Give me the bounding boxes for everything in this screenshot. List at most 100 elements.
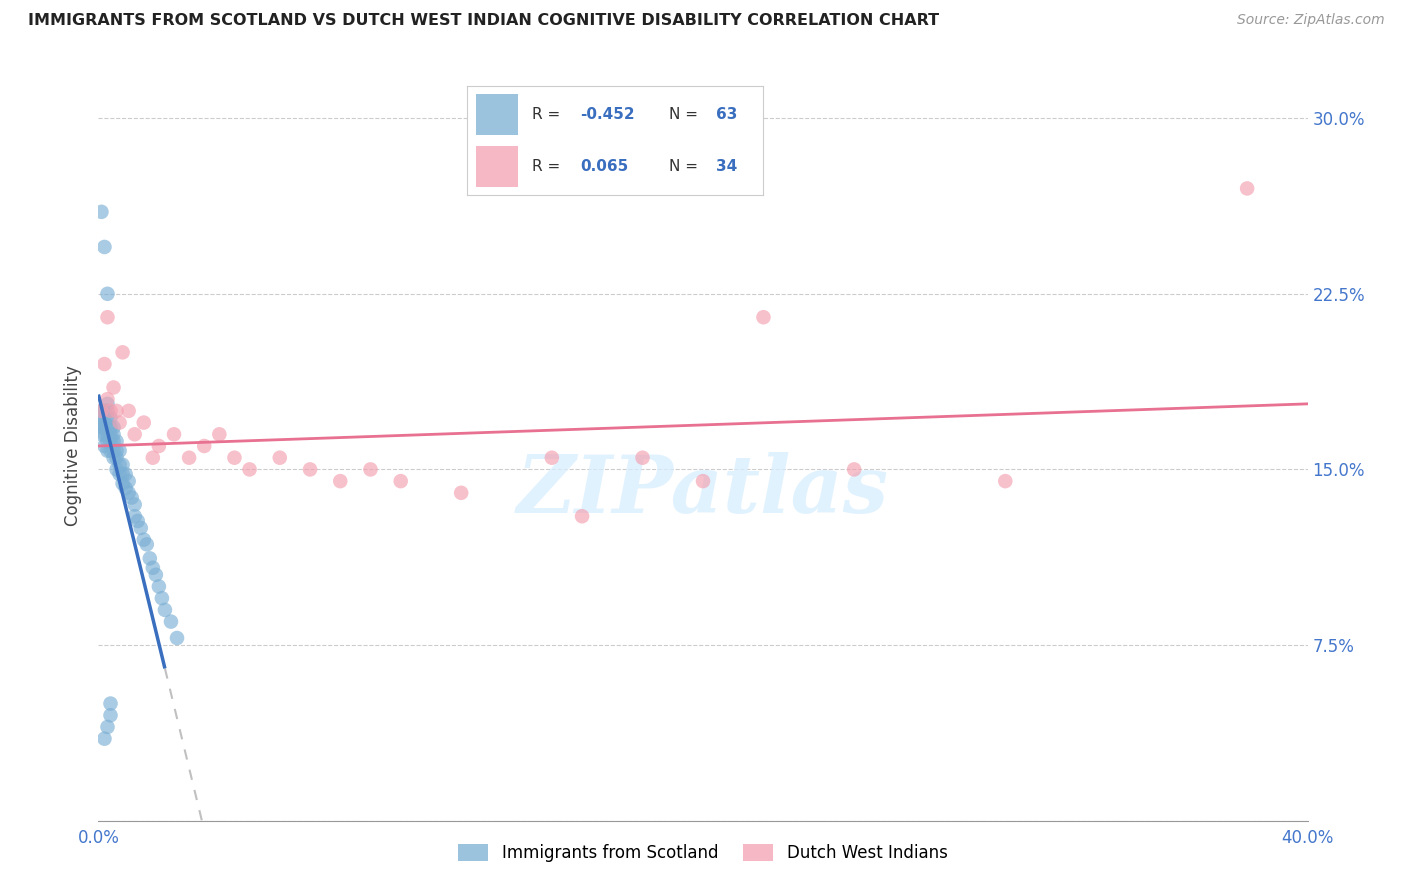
- Point: [129, 521, 152, 535]
- Point: [224, 450, 246, 465]
- Point: [692, 474, 714, 488]
- Point: [389, 474, 412, 488]
- Point: [96, 286, 118, 301]
- Point: [994, 474, 1017, 488]
- Point: [108, 416, 131, 430]
- Point: [150, 591, 173, 606]
- Point: [142, 450, 165, 465]
- Point: [100, 708, 122, 723]
- Point: [108, 443, 131, 458]
- Point: [103, 380, 125, 394]
- Point: [103, 427, 125, 442]
- Point: [96, 434, 118, 449]
- Point: [114, 481, 136, 495]
- Point: [93, 404, 115, 418]
- Point: [631, 450, 654, 465]
- Point: [100, 404, 122, 418]
- Point: [153, 603, 176, 617]
- Point: [111, 467, 134, 482]
- Point: [108, 458, 131, 472]
- Point: [93, 357, 115, 371]
- Point: [148, 439, 170, 453]
- Point: [160, 615, 183, 629]
- Point: [571, 509, 593, 524]
- Point: [124, 427, 146, 442]
- Point: [139, 551, 162, 566]
- Point: [239, 462, 262, 476]
- Point: [135, 537, 157, 551]
- Point: [100, 443, 122, 458]
- Point: [208, 427, 231, 442]
- Point: [93, 411, 115, 425]
- Point: [100, 420, 122, 434]
- Point: [329, 474, 352, 488]
- Point: [108, 467, 131, 482]
- Point: [163, 427, 186, 442]
- Point: [96, 310, 118, 325]
- Point: [844, 462, 866, 476]
- Point: [100, 697, 122, 711]
- Point: [127, 514, 149, 528]
- Point: [96, 720, 118, 734]
- Point: [100, 427, 122, 442]
- Point: [90, 427, 112, 442]
- Point: [103, 420, 125, 434]
- Point: [299, 462, 322, 476]
- Y-axis label: Cognitive Disability: Cognitive Disability: [65, 366, 83, 526]
- Point: [96, 427, 118, 442]
- Point: [450, 485, 472, 500]
- Point: [103, 434, 125, 449]
- Point: [93, 416, 115, 430]
- Text: Source: ZipAtlas.com: Source: ZipAtlas.com: [1237, 13, 1385, 28]
- Point: [1236, 181, 1258, 195]
- Point: [118, 474, 141, 488]
- Point: [103, 443, 125, 458]
- Point: [93, 420, 115, 434]
- Point: [132, 533, 155, 547]
- Point: [111, 458, 134, 472]
- Point: [96, 443, 118, 458]
- Point: [105, 434, 128, 449]
- Point: [96, 397, 118, 411]
- Point: [124, 509, 146, 524]
- Point: [145, 567, 167, 582]
- Point: [193, 439, 215, 453]
- Point: [269, 450, 291, 465]
- Point: [752, 310, 775, 325]
- Point: [105, 443, 128, 458]
- Point: [100, 411, 122, 425]
- Point: [142, 561, 165, 575]
- Point: [114, 467, 136, 482]
- Point: [111, 476, 134, 491]
- Point: [540, 450, 562, 465]
- Point: [166, 631, 188, 645]
- Point: [105, 404, 128, 418]
- Point: [121, 491, 143, 505]
- Point: [90, 204, 112, 219]
- Point: [93, 427, 115, 442]
- Text: IMMIGRANTS FROM SCOTLAND VS DUTCH WEST INDIAN COGNITIVE DISABILITY CORRELATION C: IMMIGRANTS FROM SCOTLAND VS DUTCH WEST I…: [28, 13, 939, 29]
- Point: [105, 450, 128, 465]
- Point: [93, 439, 115, 453]
- Point: [96, 420, 118, 434]
- Point: [105, 462, 128, 476]
- Point: [111, 345, 134, 359]
- Legend: Immigrants from Scotland, Dutch West Indians: Immigrants from Scotland, Dutch West Ind…: [451, 837, 955, 869]
- Point: [118, 404, 141, 418]
- Point: [96, 392, 118, 407]
- Point: [132, 416, 155, 430]
- Point: [360, 462, 382, 476]
- Point: [90, 404, 112, 418]
- Point: [148, 580, 170, 594]
- Text: ZIPatlas: ZIPatlas: [517, 452, 889, 530]
- Point: [90, 404, 112, 418]
- Point: [103, 450, 125, 465]
- Point: [118, 485, 141, 500]
- Point: [90, 416, 112, 430]
- Point: [179, 450, 201, 465]
- Point: [100, 434, 122, 449]
- Point: [96, 404, 118, 418]
- Point: [124, 498, 146, 512]
- Point: [90, 420, 112, 434]
- Point: [96, 411, 118, 425]
